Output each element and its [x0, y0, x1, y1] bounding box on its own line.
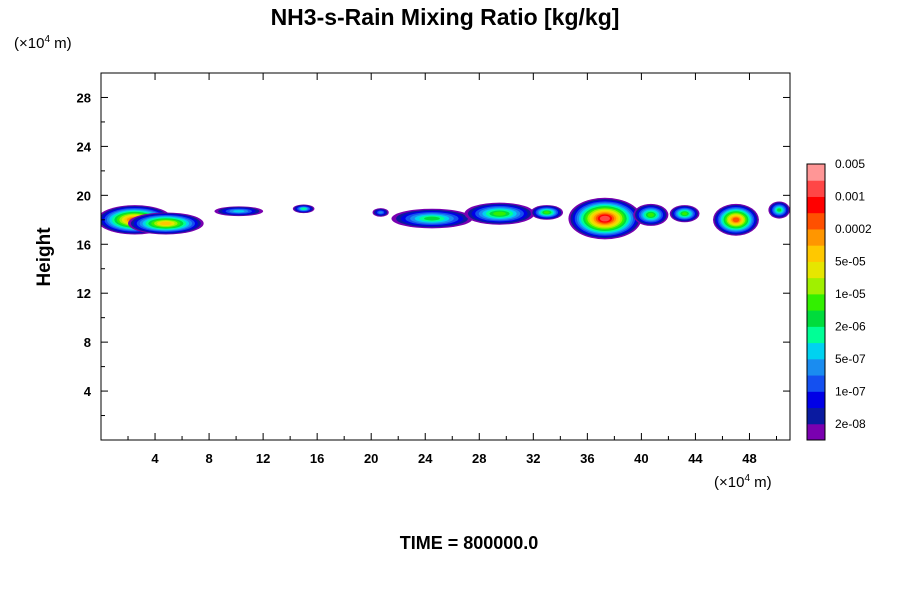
colorbar-swatch — [807, 326, 825, 344]
colorbar-swatch — [807, 293, 825, 311]
y-axis: 4 8 12 16 20 24 28 — [77, 90, 790, 417]
contour-blob — [128, 212, 204, 235]
y-tick-label: 16 — [77, 237, 91, 252]
contour-blob — [633, 203, 669, 226]
colorbar-swatch — [807, 358, 825, 376]
x-axis: 4 8 12 16 20 24 28 32 36 40 44 48 — [127, 73, 777, 466]
x-tick-label: 40 — [634, 451, 648, 466]
colorbar-swatch — [807, 342, 825, 360]
contour-level — [543, 211, 550, 214]
colorbar-label: 0.005 — [835, 157, 865, 171]
colorbar-swatch — [807, 423, 825, 441]
colorbar-swatch — [807, 212, 825, 230]
contour-blob — [669, 205, 700, 223]
y-tick-label: 12 — [77, 286, 91, 301]
y-tick-label: 8 — [84, 335, 91, 350]
colorbar-swatch — [807, 180, 825, 197]
colorbar-label: 0.001 — [835, 189, 865, 203]
colorbar-swatch — [807, 277, 825, 295]
colorbar-swatch — [807, 391, 825, 409]
colorbar-label: 5e-05 — [835, 254, 866, 268]
y-unit-label: (×104 m) — [14, 34, 72, 52]
time-label: TIME = 800000.0 — [400, 533, 539, 553]
chart-title: NH3-s-Rain Mixing Ratio [kg/kg] — [271, 4, 620, 30]
plot-frame — [100, 72, 791, 441]
contour-level — [647, 212, 655, 217]
colorbar-swatch — [807, 196, 825, 214]
contour-blob — [464, 202, 535, 225]
x-tick-label: 28 — [472, 451, 486, 466]
y-tick-label: 4 — [84, 384, 92, 399]
contour-level — [424, 216, 440, 221]
contour-level — [599, 215, 610, 222]
x-tick-label: 4 — [151, 451, 159, 466]
colorbar: 2e-08 1e-07 5e-07 2e-06 1e-05 5e-05 0.0002 0.00… — [806, 157, 872, 441]
x-tick-label: 32 — [526, 451, 540, 466]
contour-level — [159, 221, 172, 226]
x-tick-label: 24 — [418, 451, 433, 466]
contour-blob — [768, 201, 790, 219]
contour-level — [732, 217, 740, 223]
contour-blob — [372, 208, 389, 217]
y-tick-label: 24 — [77, 139, 92, 154]
contour-blob — [712, 203, 759, 236]
colorbar-swatch — [807, 407, 825, 425]
x-tick-label: 12 — [256, 451, 270, 466]
contour-blob — [214, 206, 264, 217]
colorbar-swatch — [807, 245, 825, 262]
colorbar-swatch — [807, 261, 825, 279]
contour-blob — [568, 197, 642, 240]
contour-level — [493, 211, 506, 216]
contour-level — [301, 207, 306, 210]
contour-blob — [292, 204, 315, 214]
colorbar-label: 1e-05 — [835, 287, 866, 301]
x-tick-label: 20 — [364, 451, 378, 466]
colorbar-label: 0.0002 — [835, 222, 872, 236]
contour-blob — [391, 208, 473, 229]
colorbar-label: 1e-07 — [835, 384, 866, 398]
colorbar-swatch — [807, 375, 825, 392]
colorbar-swatch — [807, 310, 825, 327]
colorbar-frame — [806, 163, 826, 441]
colorbar-swatch — [807, 164, 825, 181]
contour-level — [233, 210, 245, 213]
x-tick-label: 44 — [688, 451, 703, 466]
colorbar-swatch — [807, 228, 825, 246]
colorbar-label: 5e-07 — [835, 352, 866, 366]
x-tick-label: 48 — [742, 451, 756, 466]
contour-level — [681, 212, 688, 216]
colorbar-label: 2e-08 — [835, 417, 866, 431]
x-tick-label: 8 — [205, 451, 212, 466]
x-tick-label: 36 — [580, 451, 594, 466]
contour-blob — [530, 205, 564, 220]
x-tick-label: 16 — [310, 451, 324, 466]
x-unit-label: (×104 m) — [714, 473, 772, 491]
y-axis-label: Height — [34, 227, 55, 287]
y-tick-label: 20 — [77, 188, 91, 203]
y-tick-label: 28 — [77, 90, 91, 105]
colorbar-label: 2e-06 — [835, 319, 866, 333]
contour-level — [777, 208, 782, 212]
contour-level — [378, 211, 383, 214]
contour-field — [101, 197, 790, 240]
